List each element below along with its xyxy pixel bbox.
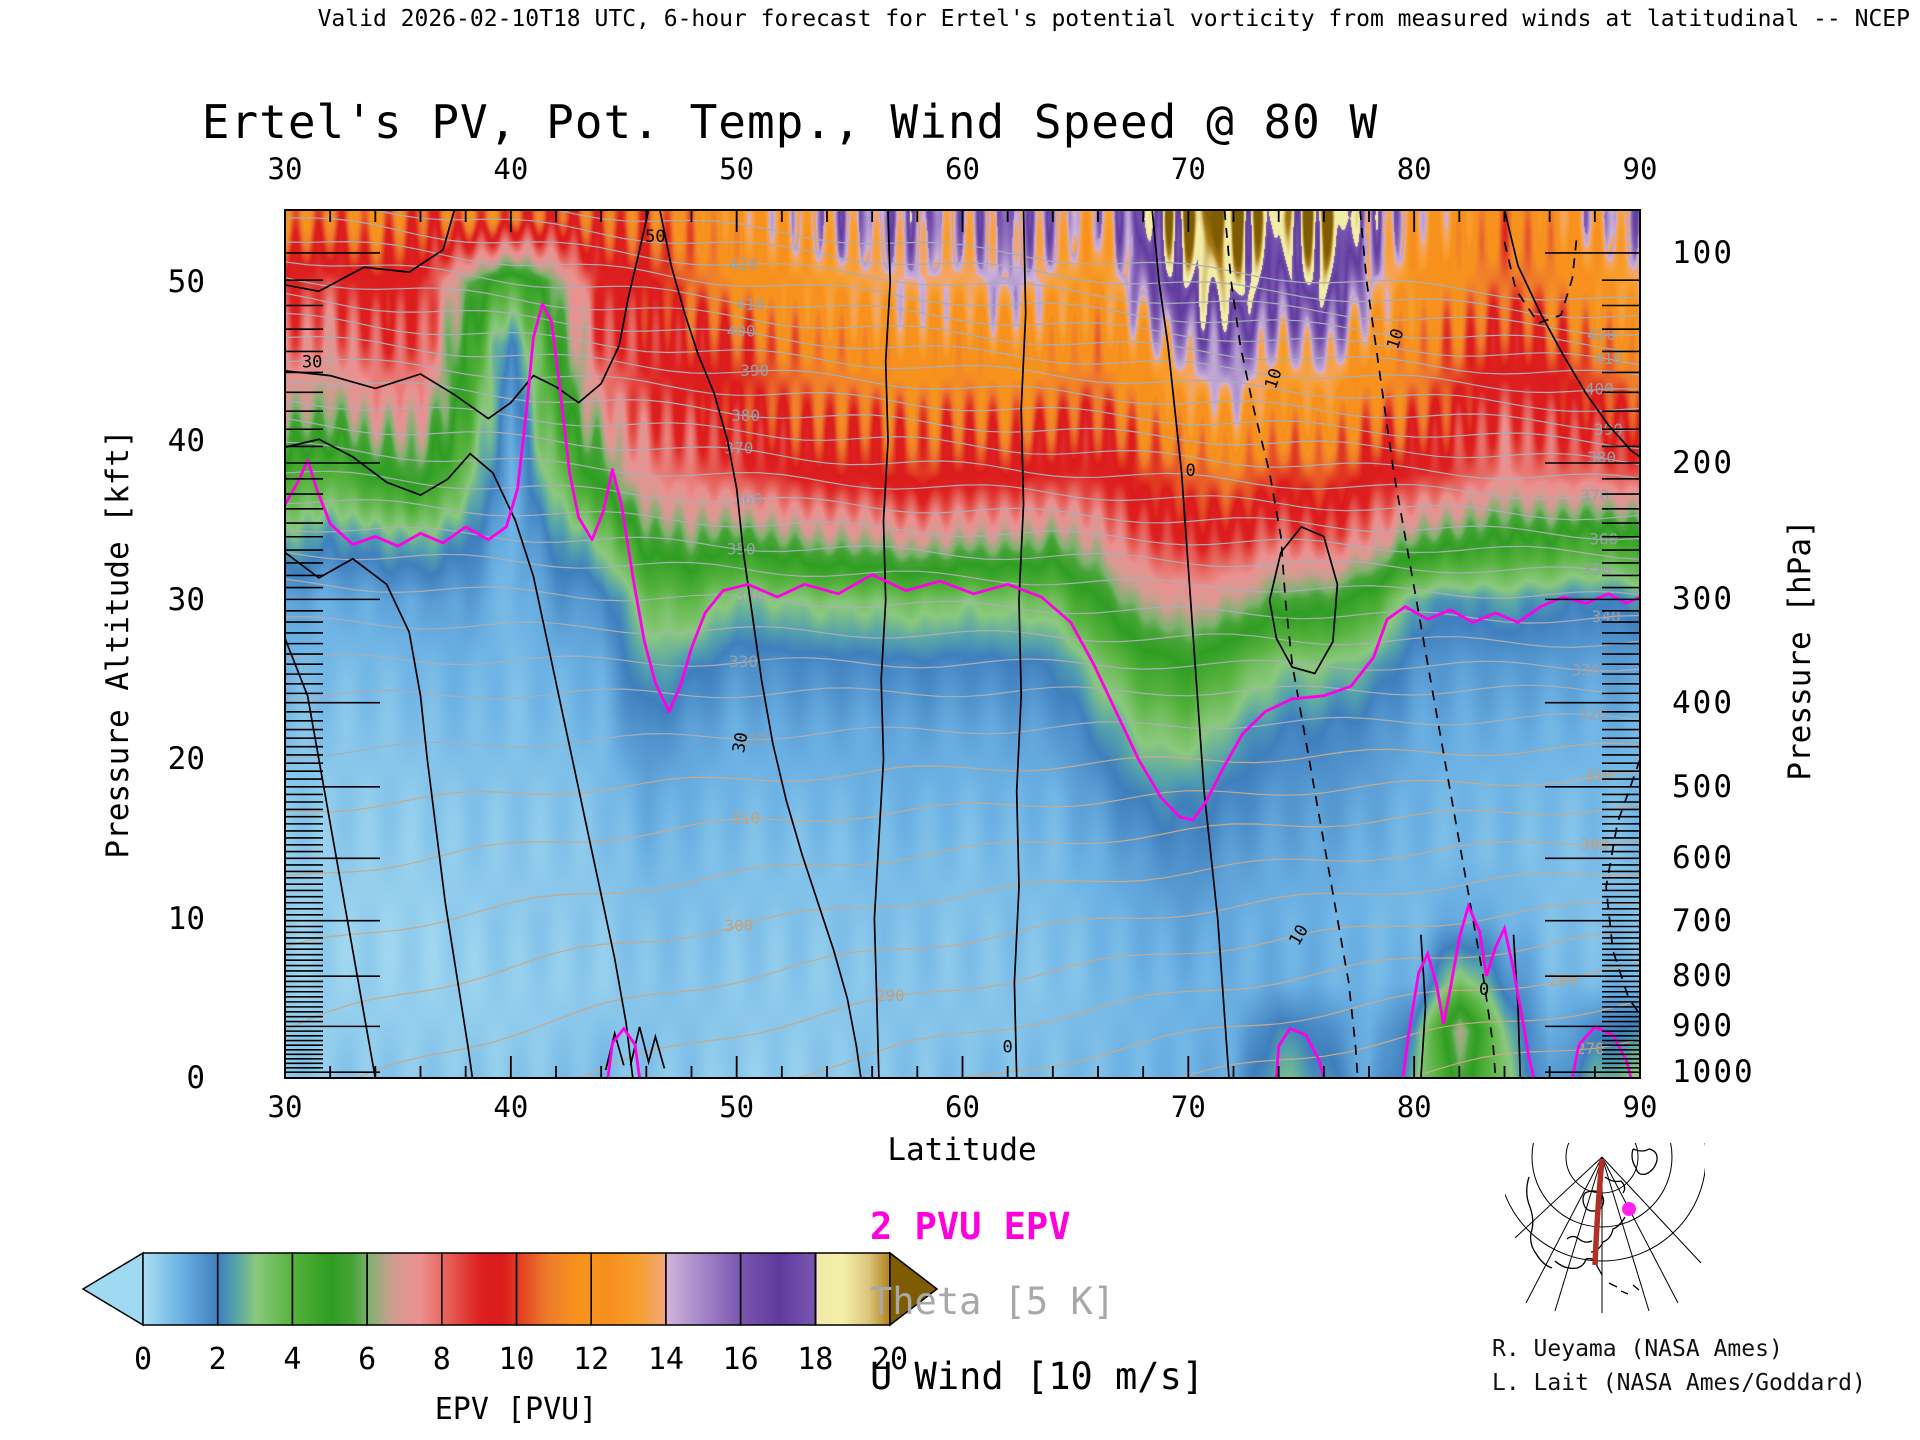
kft-tick-label: 30 — [167, 582, 205, 619]
kft-tick-label: 40 — [167, 422, 205, 459]
colorbar-tick-label: 20 — [871, 1342, 909, 1377]
validity-header: Valid 2026-02-10T18 UTC, 6-hour forecast… — [317, 6, 1910, 32]
pressure-tick-label: 800 — [1672, 958, 1734, 995]
pressure-tick-label: 600 — [1672, 840, 1734, 877]
x-tick-label-top: 40 — [493, 152, 529, 186]
legend-2pvu-epv: 2 PVU EPV — [870, 1205, 1071, 1248]
colorbar-tick-label: 2 — [208, 1342, 227, 1377]
inset-map — [1505, 1143, 1705, 1313]
x-tick-label-top: 30 — [267, 152, 303, 186]
legend-uwind: U Wind [10 m/s] — [870, 1355, 1205, 1398]
pressure-tick-label: 700 — [1672, 902, 1734, 939]
x-tick-label-bottom: 90 — [1622, 1090, 1658, 1124]
colorbar-tick-label: 0 — [133, 1342, 153, 1377]
x-tick-label-bottom: 50 — [719, 1090, 755, 1124]
plot-title: Ertel's PV, Pot. Temp., Wind Speed @ 80 … — [201, 95, 1379, 149]
kft-tick-label: 0 — [186, 1060, 205, 1096]
pressure-tick-label: 300 — [1672, 581, 1734, 618]
colorbar-tick-label: 16 — [722, 1342, 759, 1377]
x-tick-label-bottom: 80 — [1396, 1090, 1432, 1124]
x-tick-label-bottom: 70 — [1170, 1090, 1206, 1124]
kft-tick-label: 10 — [167, 900, 205, 937]
pressure-tick-label: 400 — [1672, 684, 1734, 721]
colorbar-tick-label: 14 — [647, 1342, 684, 1377]
x-tick-label-bottom: 60 — [945, 1090, 980, 1124]
x-tick-label-top: 90 — [1622, 152, 1658, 186]
kft-tick-label: 20 — [167, 741, 205, 778]
y-left-axis-title: Pressure Altitude [kft] — [100, 429, 136, 859]
x-tick-label-bottom: 30 — [267, 1090, 303, 1124]
legend-theta: Theta [5 K] — [870, 1280, 1116, 1323]
colorbar-caption: EPV [PVU] — [434, 1392, 598, 1427]
colorbar-tick-label: 6 — [358, 1342, 377, 1377]
x-tick-label-top: 60 — [945, 152, 980, 186]
x-tick-label-top: 80 — [1396, 152, 1432, 186]
colorbar-tick-label: 18 — [797, 1342, 834, 1377]
cross-section-line — [1592, 1158, 1605, 1266]
epv-colorbar — [81, 1251, 939, 1327]
colorbar-tick-label: 10 — [498, 1342, 535, 1377]
x-tick-label-top: 70 — [1170, 152, 1206, 186]
x-tick-label-top: 50 — [719, 152, 755, 186]
pressure-tick-label: 900 — [1672, 1008, 1734, 1045]
colorbar-tick-label: 12 — [573, 1342, 610, 1377]
credit-line-2: L. Lait (NASA Ames/Goddard) — [1492, 1370, 1866, 1396]
kft-tick-label: 50 — [167, 263, 205, 300]
credit-line-1: R. Ueyama (NASA Ames) — [1492, 1336, 1783, 1362]
x-tick-label-bottom: 40 — [493, 1090, 529, 1124]
pressure-tick-label: 500 — [1672, 768, 1734, 805]
location-marker — [1622, 1202, 1636, 1216]
colorbar-left-arrow — [81, 1251, 144, 1327]
pressure-tick-label: 1000 — [1672, 1054, 1755, 1091]
x-axis-title: Latitude — [887, 1132, 1037, 1168]
y-right-axis-title: Pressure [hPa] — [1782, 519, 1818, 781]
theta-contour-label: 260 — [1585, 1100, 1614, 1119]
pressure-tick-label: 100 — [1672, 234, 1734, 271]
epv-heatmap-canvas — [285, 210, 1640, 1078]
colorbar-tick-label: 8 — [432, 1342, 451, 1377]
colorbar-right-arrow — [889, 1251, 939, 1327]
pressure-tick-label: 200 — [1672, 444, 1734, 481]
map-graticule — [1505, 1143, 1705, 1313]
colorbar-tick-label: 4 — [283, 1342, 302, 1377]
